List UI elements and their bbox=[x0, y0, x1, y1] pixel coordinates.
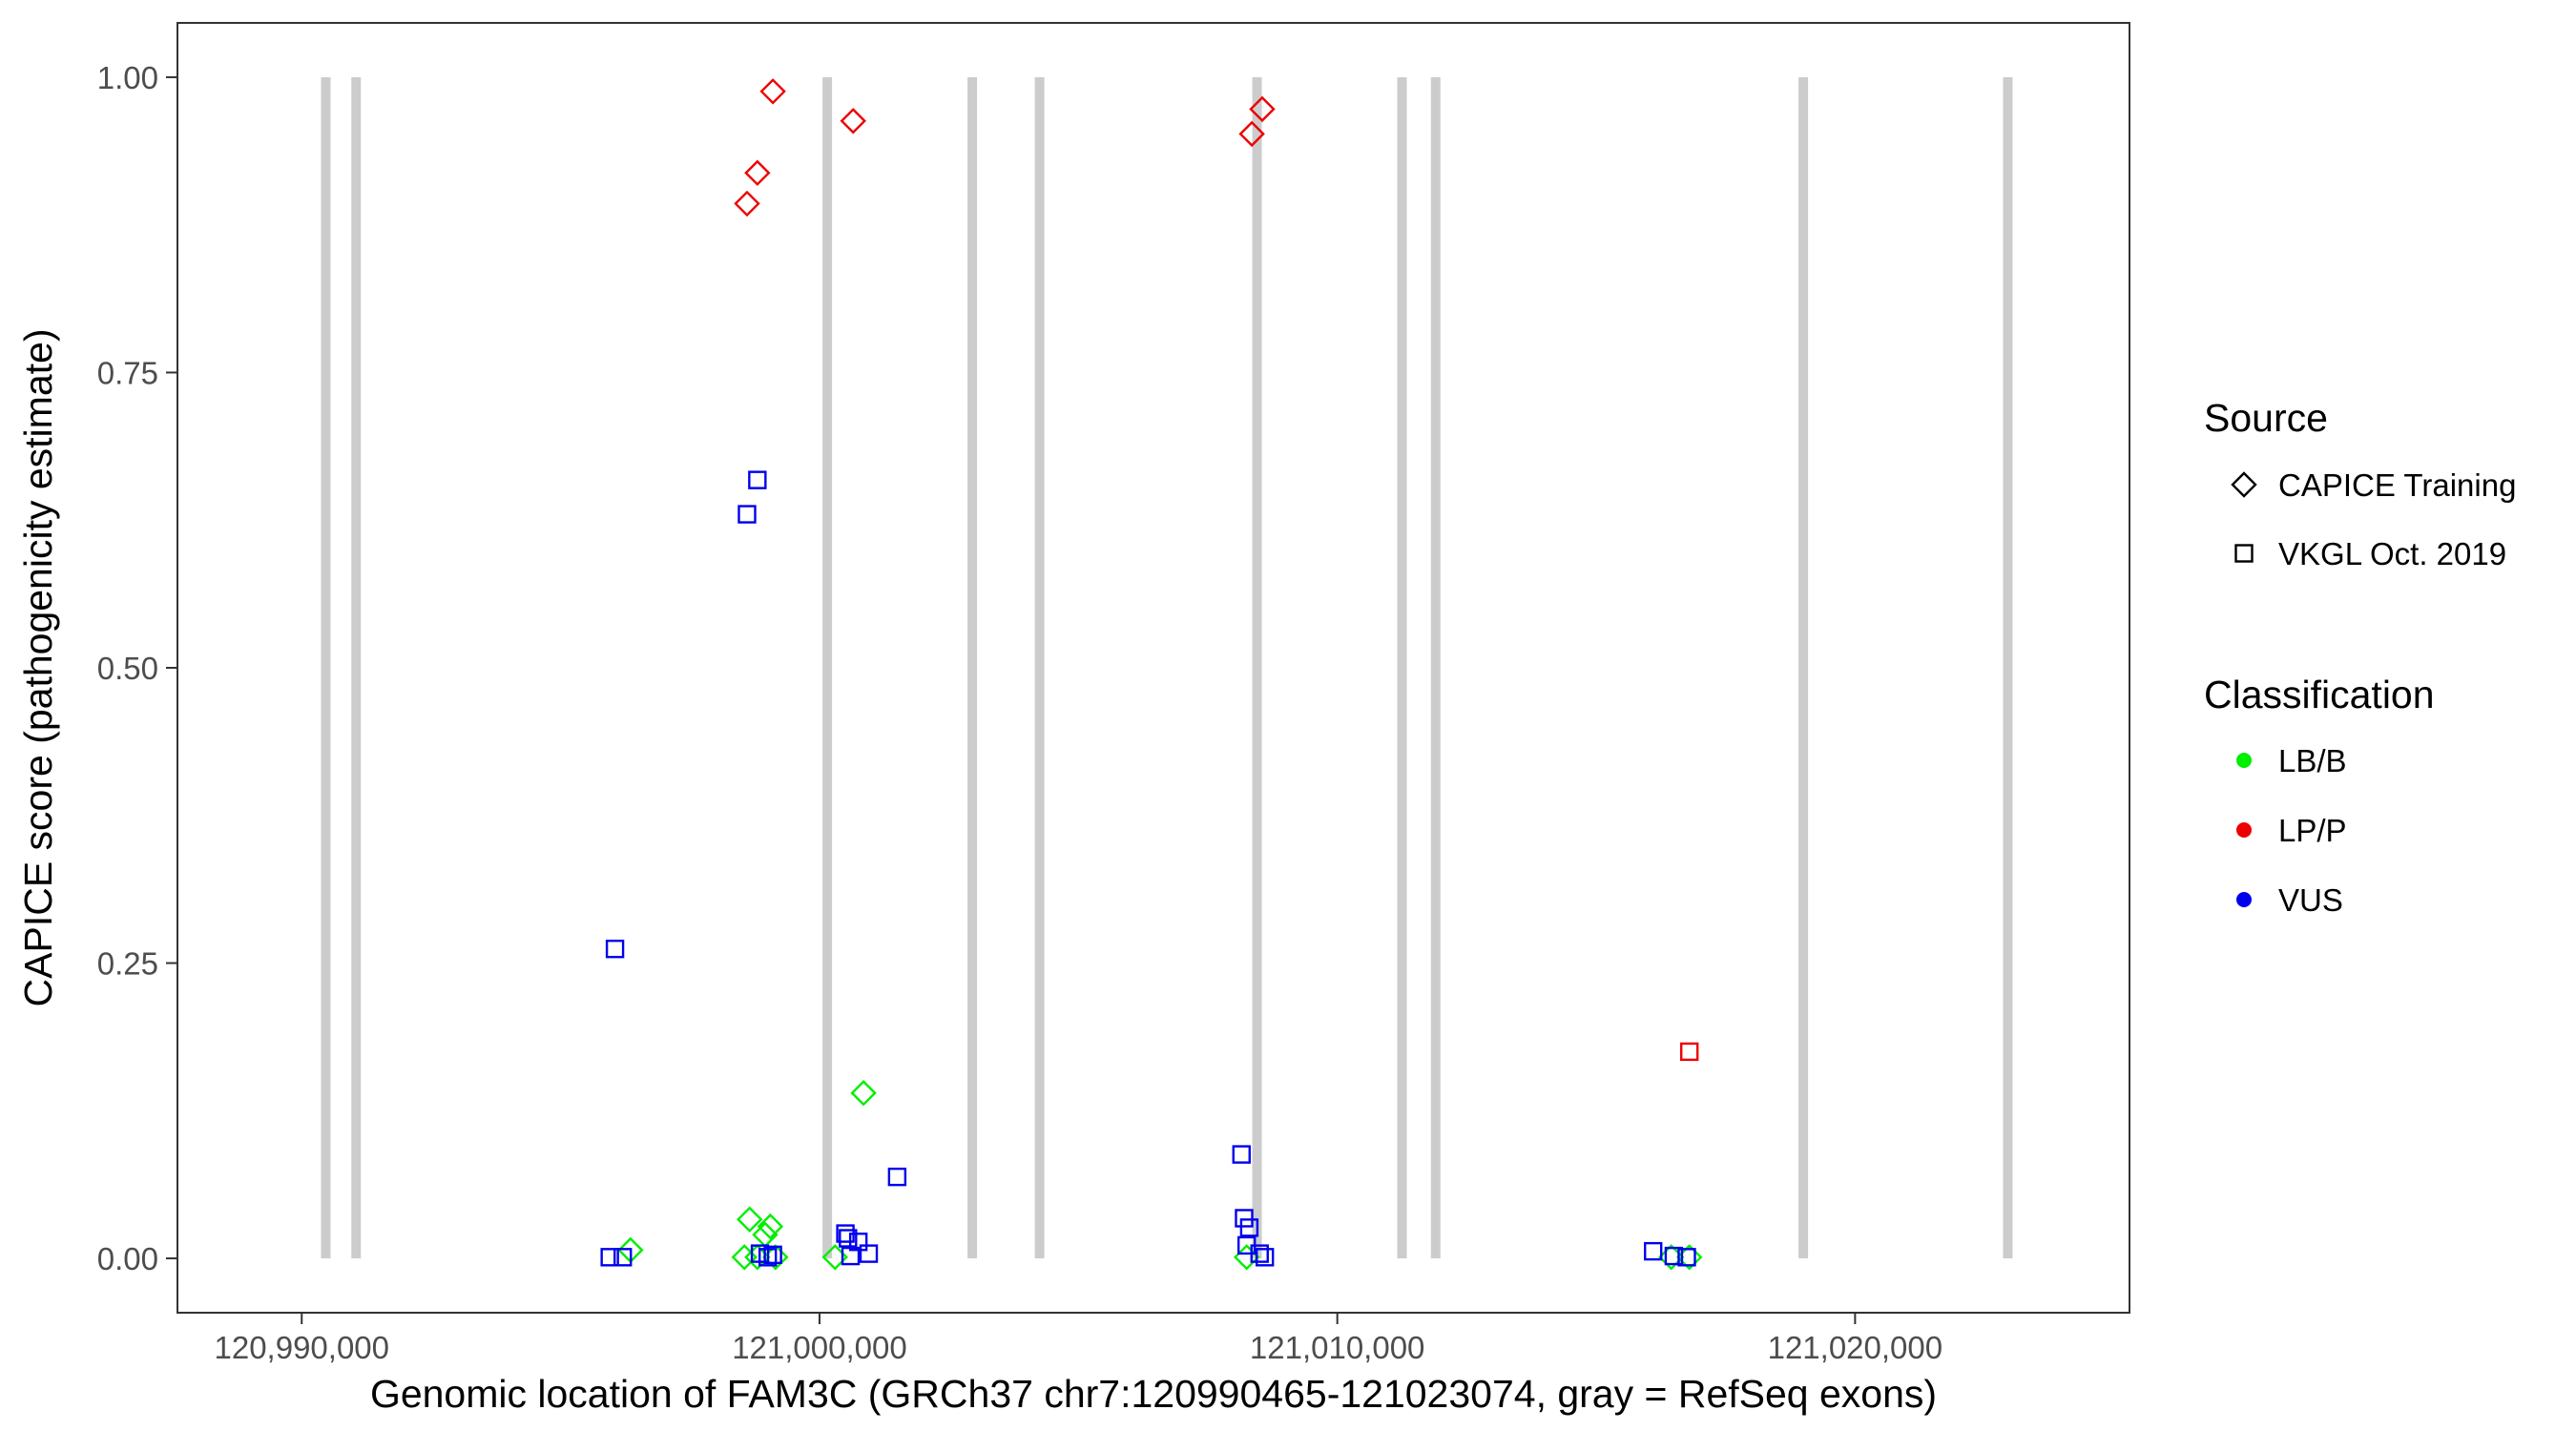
legend-class-key-1 bbox=[2236, 822, 2252, 838]
y-tick-label-3: 0.75 bbox=[97, 355, 158, 390]
legend-source-label-1: VKGL Oct. 2019 bbox=[2278, 536, 2506, 571]
legend-classification-title: Classification bbox=[2204, 673, 2435, 716]
y-tick-label-2: 0.50 bbox=[97, 651, 158, 686]
data-point-2-4 bbox=[748, 470, 767, 489]
series-0 bbox=[734, 78, 1276, 218]
legend-source-title: Source bbox=[2204, 396, 2328, 440]
data-point-2-7 bbox=[763, 1245, 782, 1265]
data-point-2-22 bbox=[1677, 1248, 1696, 1267]
data-point-2-6 bbox=[758, 1248, 778, 1267]
exon-layer bbox=[321, 76, 2013, 1259]
data-point-3-0 bbox=[1680, 1042, 1699, 1062]
data-point-2-12 bbox=[859, 1244, 879, 1263]
exon-band-4 bbox=[1034, 76, 1045, 1259]
legend: Source Classification CAPICE Training VKG… bbox=[2204, 396, 2516, 918]
data-point-1-5 bbox=[757, 1213, 784, 1240]
exon-band-2 bbox=[822, 76, 833, 1259]
y-tick-label-1: 0.25 bbox=[97, 946, 158, 982]
legend-class-key-0 bbox=[2236, 753, 2252, 768]
x-tick-label-0: 120,990,000 bbox=[214, 1330, 389, 1365]
data-point-1-8 bbox=[850, 1080, 877, 1107]
x-tick-label-1: 121,000,000 bbox=[732, 1330, 907, 1365]
data-point-2-15 bbox=[1235, 1209, 1254, 1228]
data-point-2-13 bbox=[887, 1167, 907, 1187]
exon-band-8 bbox=[1798, 76, 1809, 1259]
legend-class-label-0: LB/B bbox=[2278, 743, 2347, 778]
exon-band-0 bbox=[321, 76, 331, 1259]
legend-class-label-1: LP/P bbox=[2278, 813, 2347, 848]
data-point-2-2 bbox=[613, 1248, 633, 1267]
data-point-2-17 bbox=[1239, 1218, 1259, 1237]
legend-class-label-2: VUS bbox=[2278, 882, 2343, 918]
data-point-2-0 bbox=[600, 1248, 619, 1267]
data-point-2-1 bbox=[605, 939, 625, 959]
y-tick-label-4: 1.00 bbox=[97, 60, 158, 95]
data-point-0-4 bbox=[1238, 120, 1265, 148]
x-tick-label-2: 121,010,000 bbox=[1250, 1330, 1425, 1365]
series-2 bbox=[600, 470, 1696, 1267]
exon-band-5 bbox=[1252, 76, 1262, 1259]
exon-band-6 bbox=[1397, 76, 1407, 1259]
legend-class-key-2 bbox=[2236, 892, 2252, 907]
exon-band-3 bbox=[967, 76, 978, 1259]
series-3 bbox=[1680, 1042, 1699, 1062]
exon-band-9 bbox=[2003, 76, 2013, 1259]
x-axis-title: Genomic location of FAM3C (GRCh37 chr7:1… bbox=[370, 1372, 1937, 1416]
data-point-0-1 bbox=[744, 159, 771, 186]
data-point-2-9 bbox=[839, 1229, 858, 1248]
y-tick-label-0: 0.00 bbox=[97, 1241, 158, 1276]
exon-band-7 bbox=[1430, 76, 1441, 1259]
data-point-1-2 bbox=[736, 1206, 763, 1233]
data-point-0-2 bbox=[759, 78, 786, 105]
data-point-0-0 bbox=[734, 190, 760, 218]
data-point-2-20 bbox=[1644, 1241, 1663, 1261]
data-point-2-14 bbox=[1232, 1145, 1251, 1164]
data-point-0-5 bbox=[1249, 95, 1276, 123]
y-axis-title: CAPICE score (pathogenicity estimate) bbox=[16, 329, 60, 1007]
axis-layer: 0.00 0.25 0.50 0.75 1.00 120,990,000 121,000,0… bbox=[97, 60, 1942, 1365]
data-point-2-3 bbox=[737, 505, 757, 524]
legend-source-key-0 bbox=[2231, 471, 2257, 498]
data-point-0-3 bbox=[840, 108, 866, 135]
data-point-2-19 bbox=[1255, 1248, 1275, 1267]
data-point-2-18 bbox=[1250, 1244, 1269, 1263]
data-point-2-21 bbox=[1664, 1246, 1684, 1266]
point-layer bbox=[600, 78, 1703, 1271]
exon-band-1 bbox=[351, 76, 362, 1259]
legend-source-key-1 bbox=[2234, 544, 2254, 563]
legend-source-label-0: CAPICE Training bbox=[2278, 467, 2516, 503]
x-tick-label-3: 121,020,000 bbox=[1768, 1330, 1943, 1365]
data-point-2-11 bbox=[848, 1233, 868, 1252]
